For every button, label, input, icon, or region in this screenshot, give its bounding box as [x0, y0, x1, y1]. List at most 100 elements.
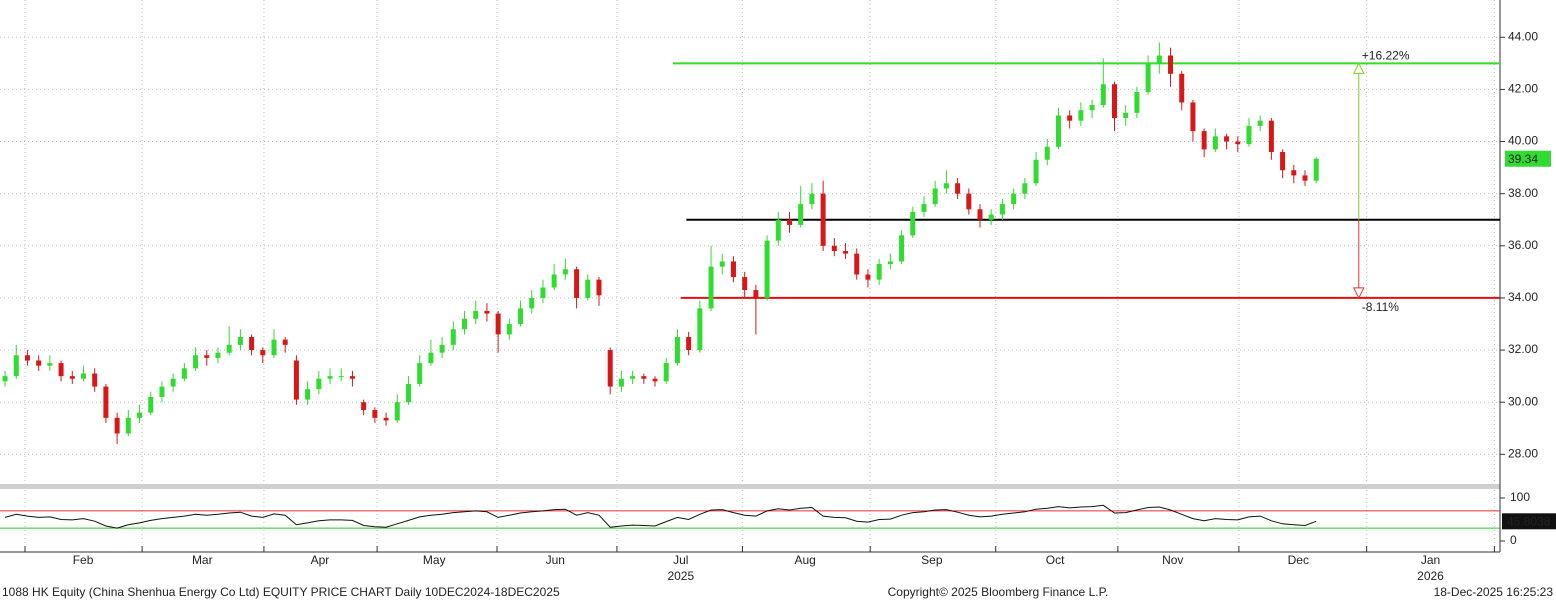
candle-body [630, 376, 636, 379]
candle-body [327, 376, 333, 379]
candle-body [708, 266, 714, 309]
candle-body [999, 204, 1005, 215]
candle-body [1044, 146, 1050, 160]
rsi-tick-label: 100 [1510, 490, 1530, 504]
x-tick-label: Nov [1162, 553, 1183, 567]
x-tick-label: Mar [192, 553, 213, 567]
candle-body [271, 339, 277, 356]
rsi-tick-label: 0 [1510, 533, 1517, 547]
candle-body [237, 337, 243, 345]
candle-body [450, 329, 456, 345]
candle-body [428, 352, 434, 364]
y-tick-label: 42.00 [1508, 82, 1538, 96]
candle-body [1179, 73, 1185, 103]
y-tick-label: 34.00 [1508, 290, 1538, 304]
candle-body [24, 355, 30, 361]
candle-body [495, 313, 501, 335]
candle-body [943, 183, 949, 189]
candle-body [618, 378, 624, 387]
candle-body [865, 274, 871, 280]
x-tick-label: Jan [1421, 553, 1440, 567]
candle-body [338, 376, 344, 378]
candle-body [730, 261, 736, 278]
candle-body [820, 193, 826, 246]
x-tick-label: Oct [1046, 553, 1065, 567]
candle-body [562, 269, 568, 275]
candle-body [697, 308, 703, 351]
candle-body [1257, 120, 1263, 126]
measure-up-head [1352, 62, 1365, 74]
candle-body [249, 337, 255, 351]
candle-body [1224, 136, 1230, 142]
candle-body [1156, 55, 1162, 64]
candle-body [977, 209, 983, 220]
candle-body [652, 378, 658, 382]
footer-center: Copyright© 2025 Bloomberg Finance L.P. [888, 585, 1109, 599]
candle-body [92, 373, 98, 387]
candle-body [383, 417, 389, 421]
x-tick-label: Aug [795, 553, 816, 567]
candle-body [215, 352, 221, 358]
x-year-label: 2026 [1417, 569, 1444, 583]
candle-body [417, 363, 423, 384]
y-tick-label: 44.00 [1508, 29, 1538, 43]
candle-body [988, 214, 994, 220]
candle-body [551, 274, 557, 288]
candle-body [831, 245, 837, 252]
candle-body [226, 344, 232, 353]
candle-body [921, 204, 927, 212]
candle-body [787, 219, 793, 225]
x-tick-label: Jul [673, 553, 688, 567]
candle-body [955, 183, 961, 194]
candle-body [753, 290, 759, 298]
candle-body [506, 323, 512, 335]
candle-body [1190, 102, 1196, 132]
candle-body [170, 378, 176, 387]
rsi-line [4, 504, 1317, 529]
candle-body [686, 337, 692, 351]
candle-body [910, 211, 916, 236]
candle-body [394, 402, 400, 421]
candle-body [966, 193, 972, 210]
candle-body [13, 355, 19, 377]
x-tick-label: Dec [1288, 553, 1309, 567]
candle-body [405, 383, 411, 403]
x-tick-label: Jun [546, 553, 565, 567]
candle-body [1302, 175, 1308, 181]
candle-body [69, 376, 75, 379]
candle-body [103, 386, 109, 418]
candle-body [114, 417, 120, 434]
y-tick-label: 38.00 [1508, 186, 1538, 200]
candle-body [159, 386, 165, 397]
candle-body [193, 355, 199, 369]
candle-body [260, 350, 266, 356]
candle-body [1033, 159, 1039, 184]
candle-body [1089, 105, 1095, 111]
footer-right: 18-Dec-2025 16:25:23 [1434, 585, 1554, 599]
candle-body [809, 193, 815, 205]
rsi-last-label: 45.8038 [1507, 514, 1551, 528]
candle-body [596, 279, 602, 296]
candle-body [1078, 110, 1084, 121]
candle-body [47, 363, 53, 366]
candle-body [1168, 55, 1174, 74]
candle-body [674, 337, 680, 364]
candle-body [1067, 115, 1073, 121]
candle-body [1055, 115, 1061, 147]
x-year-label: 2025 [667, 569, 694, 583]
candle-body [1313, 158, 1319, 181]
candle-body [1011, 193, 1017, 205]
candle-body [2, 376, 8, 382]
candle-body [574, 269, 580, 298]
candle-body [462, 318, 468, 330]
x-tick-label: May [423, 553, 446, 567]
candle-body [1280, 151, 1286, 171]
candle-body [854, 253, 860, 275]
y-tick-label: 40.00 [1508, 134, 1538, 148]
candle-body [473, 310, 479, 319]
rsi-last-box [1502, 513, 1556, 530]
candle-body [372, 410, 378, 418]
candle-body [1201, 131, 1207, 150]
candle-body [293, 360, 299, 400]
